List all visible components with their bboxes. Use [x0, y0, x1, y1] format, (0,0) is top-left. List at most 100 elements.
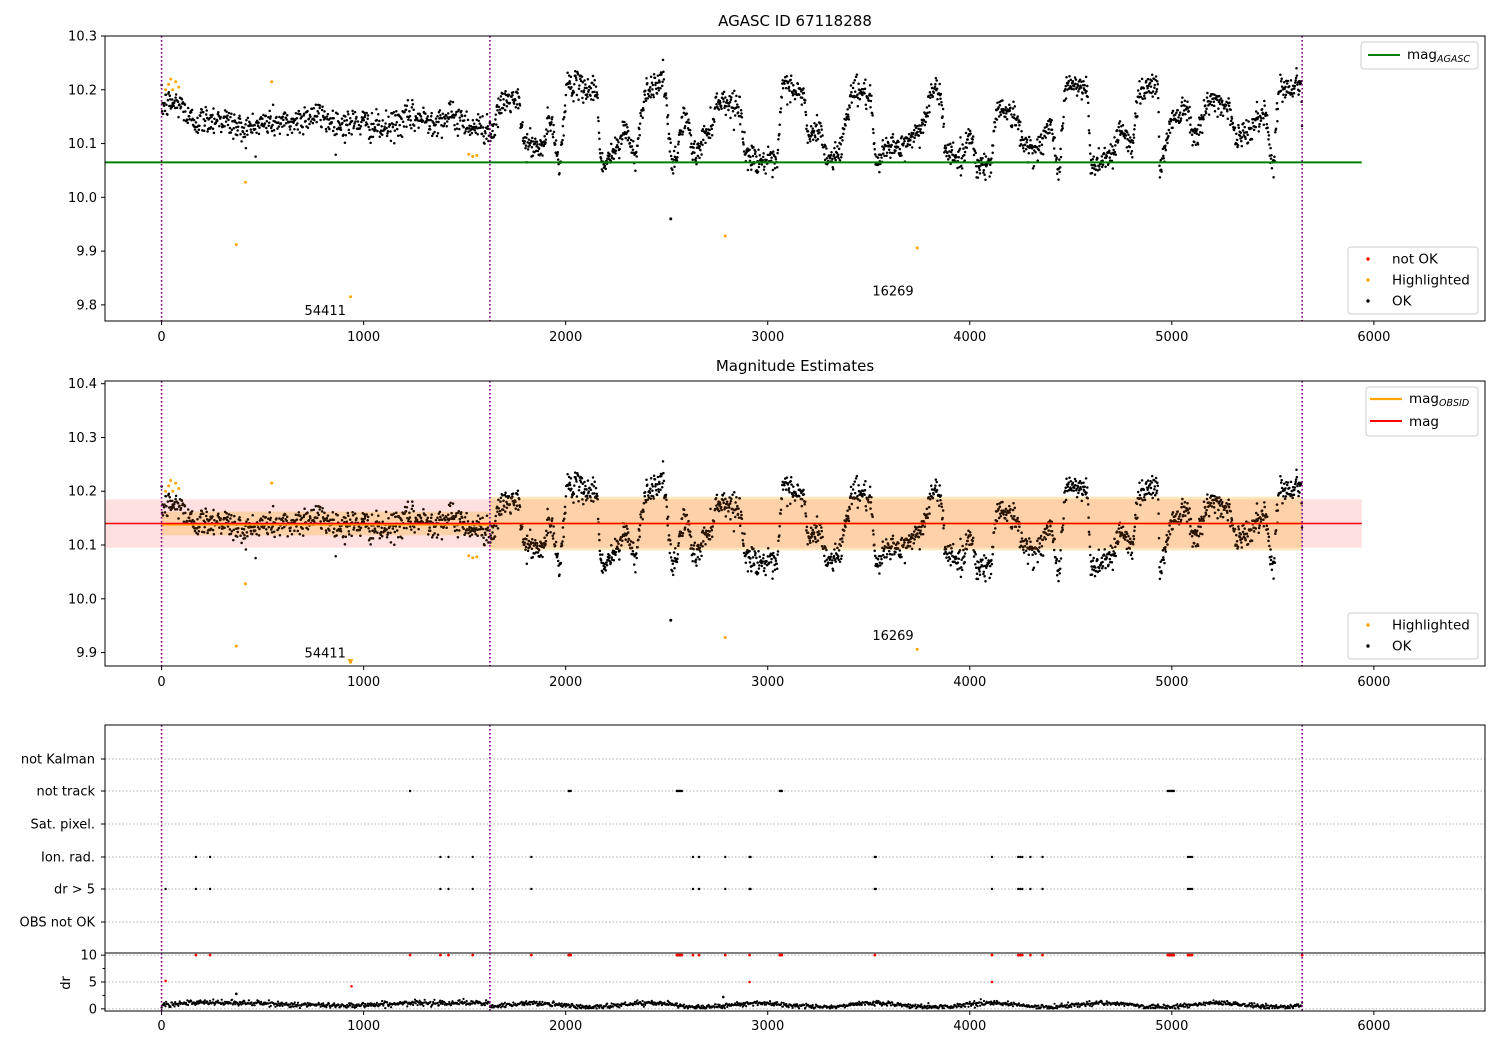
ok-point — [988, 576, 991, 580]
ok-point — [810, 133, 814, 137]
ok-point — [1145, 91, 1148, 94]
ok-point — [781, 79, 784, 82]
ok-point — [548, 116, 551, 120]
ok-point — [750, 168, 753, 172]
ok-point — [1105, 556, 1109, 559]
ok-point — [615, 143, 619, 147]
ok-point — [372, 122, 375, 126]
ok-point — [172, 104, 175, 108]
ok-point — [713, 120, 716, 124]
ok-point — [164, 494, 168, 498]
ok-point — [410, 126, 413, 130]
ok-point — [415, 116, 419, 120]
ok-point — [402, 125, 406, 128]
ok-point — [327, 125, 330, 129]
ok-point — [912, 128, 916, 132]
ok-point — [750, 163, 754, 166]
ok-point — [462, 125, 465, 129]
ok-point — [524, 146, 527, 150]
ok-point — [1237, 126, 1241, 129]
ok-point — [272, 128, 276, 132]
ok-point — [173, 508, 177, 511]
ok-point — [1037, 148, 1041, 152]
ok-point — [796, 82, 800, 86]
ok-point — [381, 119, 384, 122]
ok-point — [672, 149, 676, 153]
ok-point — [646, 92, 650, 96]
ok-point — [426, 115, 430, 118]
ok-point — [298, 131, 302, 134]
ok-point — [972, 153, 976, 157]
legend-subscript: AGASC — [1436, 54, 1470, 65]
ok-point — [712, 118, 716, 121]
ok-point — [1153, 83, 1157, 87]
ok-point — [601, 169, 605, 173]
ok-point — [1188, 105, 1191, 109]
ok-point — [1086, 95, 1089, 99]
ok-point — [429, 115, 433, 118]
ok-point — [1013, 113, 1016, 117]
ok-point — [434, 123, 437, 126]
ok-point — [596, 96, 599, 100]
ok-point — [704, 141, 707, 145]
ok-point — [499, 98, 502, 102]
ok-point — [741, 137, 745, 140]
ok-point — [455, 127, 459, 130]
ok-point — [531, 140, 535, 143]
ok-point — [321, 105, 324, 108]
ok-point — [182, 512, 185, 515]
ok-point — [656, 475, 660, 479]
ok-point — [440, 136, 444, 139]
ok-point — [435, 134, 439, 138]
ok-point — [601, 151, 604, 155]
ok-point — [1079, 84, 1082, 87]
ok-point — [857, 82, 860, 86]
ok-point — [170, 98, 174, 101]
ok-point — [496, 125, 500, 129]
ok-point — [894, 149, 897, 153]
ok-point — [751, 154, 755, 158]
ok-point — [1057, 178, 1060, 181]
ok-point — [1126, 149, 1130, 153]
ok-point — [1236, 144, 1240, 147]
ok-point — [529, 141, 532, 145]
ok-point — [1293, 84, 1297, 88]
ok-point — [449, 100, 452, 103]
ok-point — [805, 127, 808, 131]
ok-point — [787, 487, 791, 490]
ok-point — [1260, 107, 1264, 111]
ok-point — [695, 146, 699, 149]
ok-point — [1101, 560, 1104, 564]
ok-point — [281, 115, 285, 118]
ok-point — [596, 116, 600, 119]
ok-point — [984, 580, 987, 583]
ok-point — [982, 171, 985, 174]
ok-point — [667, 132, 671, 136]
ok-point — [1084, 477, 1088, 480]
ok-point — [1295, 67, 1298, 70]
ok-point — [1108, 149, 1111, 153]
ok-point — [776, 553, 779, 556]
ok-point — [868, 92, 871, 96]
ok-point — [965, 146, 969, 150]
ok-point — [881, 138, 885, 142]
ok-point — [1153, 86, 1156, 90]
ok-point — [862, 483, 866, 486]
ok-point — [778, 123, 781, 126]
ok-point — [1138, 92, 1142, 95]
ok-point — [334, 554, 337, 558]
ok-point — [961, 143, 964, 146]
ok-point — [473, 128, 477, 132]
ok-point — [840, 554, 843, 558]
ok-point — [749, 557, 752, 560]
ok-point — [657, 490, 661, 494]
ok-point — [1158, 164, 1161, 168]
ok-point — [1149, 486, 1153, 490]
ok-point — [1202, 99, 1206, 102]
ok-point — [939, 97, 942, 100]
ok-point — [1148, 81, 1152, 85]
ok-point — [1009, 106, 1012, 110]
ok-point — [1270, 167, 1274, 170]
ok-point — [812, 129, 816, 133]
ok-point — [932, 493, 935, 496]
